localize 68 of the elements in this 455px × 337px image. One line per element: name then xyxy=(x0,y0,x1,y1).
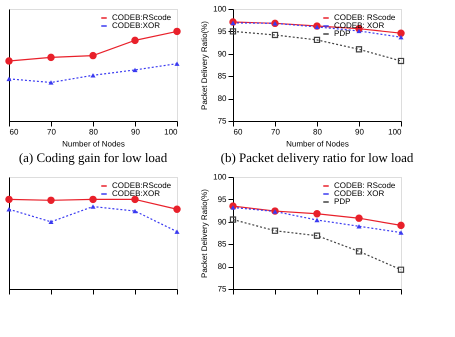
point xyxy=(230,205,236,210)
point xyxy=(5,57,13,65)
point xyxy=(230,216,236,223)
legend-label: PDP xyxy=(334,197,350,206)
point xyxy=(47,196,55,204)
point xyxy=(313,210,321,218)
point xyxy=(6,207,12,212)
point xyxy=(173,28,181,36)
y-axis-title: Packet Delivery Ratio(%) xyxy=(200,20,210,110)
point xyxy=(48,80,54,85)
x-axis-title: Number of Nodes xyxy=(62,140,125,148)
y-tick-label: 90 xyxy=(218,217,228,226)
point xyxy=(355,214,363,222)
point xyxy=(398,266,404,273)
x-tick-label: 80 xyxy=(89,128,98,136)
point xyxy=(89,52,97,60)
x-tick-label: 70 xyxy=(271,128,280,136)
text: (a) Coding gain for low load xyxy=(18,150,168,165)
point xyxy=(90,73,96,78)
x-tick-label: 60 xyxy=(234,128,243,136)
point xyxy=(89,196,97,204)
y-tick-label: 95 xyxy=(218,194,228,204)
point xyxy=(174,229,180,234)
legend-label: CODEB:RScode xyxy=(112,13,172,22)
y-tick-label: 85 xyxy=(218,72,228,81)
x-tick-label: 80 xyxy=(313,128,322,136)
point xyxy=(48,220,54,224)
legend-label: CODEB: RScode xyxy=(334,13,396,22)
x-tick-label: 100 xyxy=(164,128,178,136)
x-axis-title: Number of Nodes xyxy=(286,140,349,148)
x-tick-label: 90 xyxy=(131,128,140,136)
point xyxy=(272,228,278,234)
y-tick-label: 100 xyxy=(213,172,228,182)
point xyxy=(47,54,55,62)
point xyxy=(174,61,180,66)
legend-label: CODEB: RScode xyxy=(334,181,396,190)
legend-label: CODEB:XOR xyxy=(112,189,160,198)
point xyxy=(132,68,138,72)
y-tick-label: 90 xyxy=(218,49,228,58)
legend-label: CODEB: XOR xyxy=(334,189,384,198)
x-tick-label: 60 xyxy=(10,128,19,136)
point xyxy=(397,222,405,230)
y-tick-label: 85 xyxy=(218,240,228,249)
legend-label: CODEB:XOR xyxy=(112,21,160,30)
x-tick-label: 100 xyxy=(388,128,402,136)
y-tick-label: 100 xyxy=(213,4,228,14)
y-tick-label: 80 xyxy=(218,94,228,104)
point xyxy=(132,208,138,214)
point xyxy=(90,204,96,209)
point xyxy=(356,224,362,228)
x-tick-label: 90 xyxy=(355,128,364,136)
y-tick-label: 80 xyxy=(218,262,228,272)
point xyxy=(5,196,13,204)
y-tick-label: 75 xyxy=(218,116,228,126)
point xyxy=(173,206,181,213)
x-tick-label: 70 xyxy=(47,128,56,136)
point xyxy=(131,36,139,44)
legend-label: PDP xyxy=(334,29,350,38)
y-tick-label: 95 xyxy=(218,26,228,36)
legend-label: CODEB:RScode xyxy=(112,181,172,190)
point xyxy=(398,230,404,235)
point xyxy=(6,76,12,82)
point xyxy=(356,248,362,255)
point xyxy=(314,232,320,239)
point xyxy=(314,218,320,222)
y-tick-label: 75 xyxy=(218,284,228,294)
y-axis-title: Packet Delivery Ratio(%) xyxy=(200,188,210,278)
text: (b) Packet delivery ratio for low load xyxy=(220,150,414,165)
